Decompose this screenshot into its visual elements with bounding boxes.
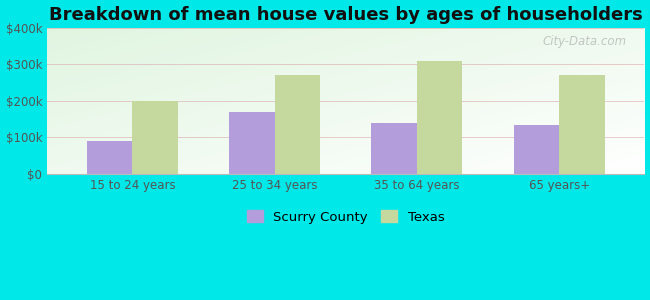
Bar — [514, 125, 559, 174]
Bar — [417, 61, 462, 174]
Bar — [371, 123, 417, 174]
Text: City-Data.com: City-Data.com — [542, 35, 627, 48]
Bar — [229, 112, 274, 174]
Bar — [274, 75, 320, 174]
Bar — [559, 75, 604, 174]
Legend: Scurry County, Texas: Scurry County, Texas — [242, 205, 450, 229]
Bar — [87, 141, 133, 174]
Bar — [133, 101, 178, 174]
Title: Breakdown of mean house values by ages of householders: Breakdown of mean house values by ages o… — [49, 6, 643, 24]
